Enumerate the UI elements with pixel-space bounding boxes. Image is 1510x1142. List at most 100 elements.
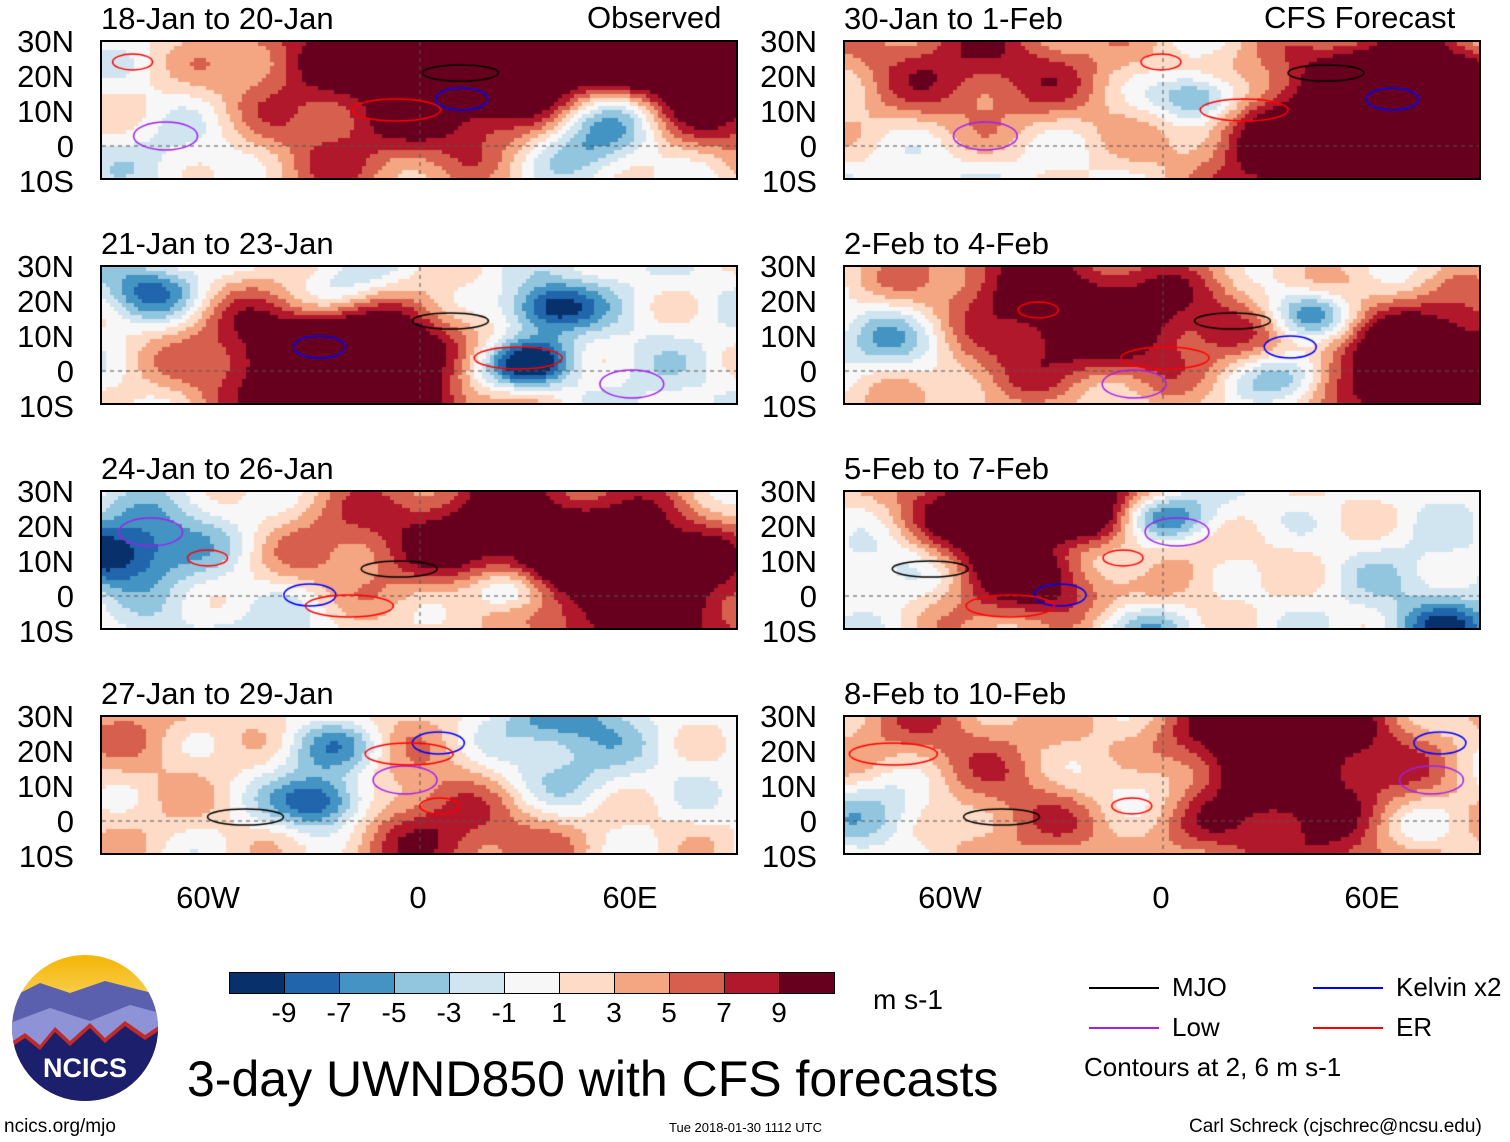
lat-label: 10S [18, 614, 74, 649]
lat-label: 30N [760, 699, 817, 734]
panel-title: 8-Feb to 10-Feb [844, 676, 1067, 711]
lat-label: 10S [761, 839, 817, 874]
colorbar-units: m s-1 [873, 984, 943, 1015]
lat-label: 0 [56, 579, 74, 614]
legend-label: MJO [1172, 972, 1227, 1002]
footer-url[interactable]: ncics.org/mjo [4, 1116, 116, 1137]
colorbar-tick: 1 [551, 997, 567, 1028]
ncics-logo: NCICS [10, 953, 160, 1103]
lat-label: 10N [17, 769, 74, 804]
figure-title: 3-day UWND850 with CFS forecasts [187, 1051, 999, 1107]
lat-label: 20N [760, 509, 817, 544]
panel-title: 27-Jan to 29-Jan [101, 676, 334, 711]
map-panel [843, 265, 1481, 405]
lat-label: 20N [17, 734, 74, 769]
lat-label: 30N [17, 249, 74, 284]
colorbar-swatch [284, 972, 340, 994]
map-panel [843, 715, 1481, 855]
lat-label: 20N [17, 59, 74, 94]
legend-line-kelvin [1313, 987, 1383, 989]
wind-anomaly-field [845, 717, 1479, 853]
lat-label: 10N [760, 94, 817, 129]
lat-label: 20N [17, 284, 74, 319]
lat-label: 10S [18, 389, 74, 424]
lon-label: 0 [1152, 880, 1170, 915]
lat-label: 30N [760, 474, 817, 509]
colorbar-swatch [394, 972, 450, 994]
contour-note: Contours at 2, 6 m s-1 [1084, 1052, 1342, 1082]
legend-label: Low [1172, 1012, 1220, 1042]
legend-label: ER [1396, 1012, 1433, 1042]
wind-anomaly-field [845, 267, 1479, 403]
wind-anomaly-field [102, 267, 736, 403]
wind-anomaly-field [845, 492, 1479, 628]
map-panel [100, 40, 738, 180]
colorbar-tick: 3 [606, 997, 622, 1028]
colorbar-swatch [669, 972, 725, 994]
colorbar-swatch [339, 972, 395, 994]
lat-label: 30N [17, 24, 74, 59]
colorbar-tick: 9 [771, 997, 787, 1028]
panel-title: 30-Jan to 1-Feb [844, 1, 1063, 36]
wind-anomaly-field [102, 717, 736, 853]
svg-text:NCICS: NCICS [43, 1053, 127, 1083]
colorbar-tick: 7 [716, 997, 732, 1028]
lon-label: 60E [602, 880, 658, 915]
panel-title: 2-Feb to 4-Feb [844, 226, 1050, 261]
lat-label: 10S [761, 389, 817, 424]
wind-anomaly-field [102, 42, 736, 178]
lat-label: 0 [799, 579, 817, 614]
wind-anomaly-field [102, 492, 736, 628]
lat-label: 10N [760, 319, 817, 354]
colorbar-tick: -9 [271, 997, 297, 1028]
legend-line-mjo [1089, 987, 1159, 989]
lat-label: 0 [56, 354, 74, 389]
lat-label: 30N [17, 699, 74, 734]
lat-label: 10N [17, 319, 74, 354]
colorbar-swatch [229, 972, 285, 994]
colorbar-tick: -5 [381, 997, 407, 1028]
lat-label: 10N [760, 769, 817, 804]
legend-line-er [1313, 1027, 1383, 1029]
colorbar-swatch [504, 972, 560, 994]
wind-anomaly-field [845, 42, 1479, 178]
lon-label: 60W [918, 880, 982, 915]
lat-label: 10N [17, 94, 74, 129]
colorbar-tick: 5 [661, 997, 677, 1028]
panel-title: 24-Jan to 26-Jan [101, 451, 334, 486]
lat-label: 0 [799, 129, 817, 164]
lat-label: 10S [18, 164, 74, 199]
map-panel [100, 265, 738, 405]
colorbar-swatch [449, 972, 505, 994]
colorbar-tick: -7 [326, 997, 352, 1028]
lat-label: 30N [760, 249, 817, 284]
panel-title: 21-Jan to 23-Jan [101, 226, 334, 261]
lat-label: 20N [760, 734, 817, 769]
footer-timestamp: Tue 2018-01-30 1112 UTC [669, 1120, 822, 1135]
lat-label: 0 [799, 804, 817, 839]
map-panel [100, 715, 738, 855]
legend-line-low [1089, 1027, 1159, 1029]
panel-title: 5-Feb to 7-Feb [844, 451, 1050, 486]
panel-title: 18-Jan to 20-Jan [101, 1, 334, 36]
lat-label: 30N [17, 474, 74, 509]
lat-label: 0 [56, 129, 74, 164]
colorbar-swatch [779, 972, 835, 994]
colorbar-swatch [614, 972, 670, 994]
observed-header: Observed [587, 0, 722, 35]
lat-label: 0 [799, 354, 817, 389]
lat-label: 20N [760, 59, 817, 94]
lon-label: 60W [176, 880, 240, 915]
forecast-header: CFS Forecast [1264, 0, 1456, 35]
lat-label: 20N [17, 509, 74, 544]
lon-label: 60E [1344, 880, 1400, 915]
footer-author: Carl Schreck (cjschrec@ncsu.edu) [1189, 1116, 1482, 1137]
colorbar-tick: -1 [491, 997, 517, 1028]
lat-label: 10N [17, 544, 74, 579]
legend-label: Kelvin x2 [1396, 972, 1502, 1002]
colorbar-tick: -3 [436, 997, 462, 1028]
map-panel [843, 40, 1481, 180]
lat-label: 30N [760, 24, 817, 59]
lat-label: 10S [761, 614, 817, 649]
